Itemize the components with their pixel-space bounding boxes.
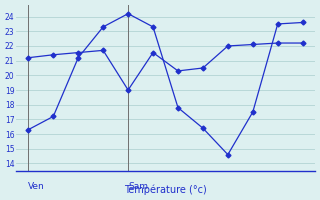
Text: Sam: Sam [128,182,148,191]
X-axis label: Température (°c): Température (°c) [124,185,207,195]
Text: Ven: Ven [28,182,45,191]
